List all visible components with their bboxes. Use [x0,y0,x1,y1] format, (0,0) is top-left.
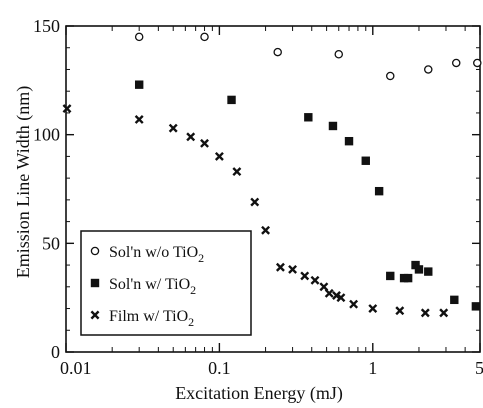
data-point [336,293,346,303]
series-0 [134,32,482,81]
axes: 0 50 100 150 0.01 0.1 1 5 [33,16,483,378]
series-2 [62,104,449,318]
series-1 [134,80,481,311]
data-point [250,197,260,207]
data-point [310,275,320,285]
x-tick-label: 1 [368,358,377,378]
data-point [232,167,242,177]
x-tick-label: 0.1 [208,358,231,378]
data-point [332,291,341,300]
data-point [328,121,338,131]
data-point [414,265,424,274]
y-axis-label: Emission Line Width (nm) [13,86,34,278]
legend-label: Sol'n w/o TiO2 [109,244,204,265]
legend-marker [90,310,100,320]
data-point [424,65,433,74]
data-point [344,136,354,146]
data-point [134,115,144,124]
data-point [200,32,209,42]
data-point [324,288,334,298]
data-point [424,267,433,276]
data-point [368,304,378,313]
data-point [361,156,370,165]
legend: Sol'n w/o TiO2 Sol'n w/ TiO2 Film w/ TiO2 [80,230,252,336]
data-point [411,260,420,270]
data-point [214,151,224,161]
y-tick-label: 50 [42,233,60,253]
data-point [62,104,72,114]
y-tick-label: 0 [51,342,60,362]
data-point [471,302,481,311]
legend-label: Film w/ TiO2 [109,308,194,329]
x-axis-label: Excitation Energy (mJ) [175,383,343,403]
data-point [395,306,405,316]
data-point [275,262,285,272]
data-point [420,308,430,318]
data-point [304,113,313,122]
data-point [288,264,298,274]
data-point [386,271,395,281]
data-point [386,71,395,81]
data-marks [62,32,482,318]
data-point [168,123,178,133]
data-point [403,273,413,283]
data-point [439,308,449,318]
data-point [134,32,144,42]
data-point [349,299,359,309]
plot-frame [65,25,481,353]
legend-label: Sol'n w/ TiO2 [109,276,196,297]
legend-marker [90,246,100,256]
data-point [186,132,196,142]
data-point [473,58,482,68]
legend-box [80,230,252,336]
data-point [273,47,282,57]
x-tick-label: 5 [475,358,483,378]
data-point [300,271,310,281]
y-tick-label: 150 [33,16,60,36]
data-point [451,58,461,68]
data-point [261,225,271,235]
data-point [374,186,384,196]
data-point [134,80,144,89]
legend-marker [90,278,100,288]
data-point [200,138,209,148]
x-tick-label: 0.01 [60,358,92,378]
y-tick-label: 100 [33,125,60,145]
data-point [334,50,344,59]
data-point [227,95,236,105]
data-point [450,295,459,305]
